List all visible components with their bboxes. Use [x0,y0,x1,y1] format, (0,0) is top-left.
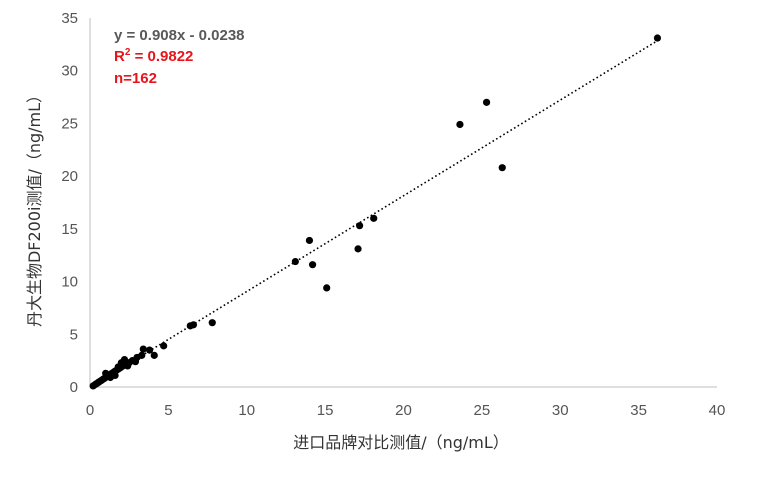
x-tick-label: 0 [86,402,94,419]
y-tick-label: 30 [61,63,78,80]
data-point [208,319,216,327]
data-point [323,284,331,292]
data-point [138,351,146,359]
data-point [498,164,506,172]
x-tick-label: 5 [164,402,172,419]
y-tick-label: 0 [70,379,78,396]
data-point [160,342,168,350]
data-point [139,345,147,353]
data-point [370,214,378,222]
data-point [120,355,129,364]
sample-count-label: n=162 [114,70,157,87]
data-point [150,351,158,359]
data-point [456,120,464,129]
data-point [354,245,362,253]
data-point [102,369,110,377]
r-squared-prefix: R [114,48,125,65]
r-squared-superscript: 2 [125,47,131,58]
data-point [131,358,140,366]
data-point [291,257,299,266]
data-point [482,98,491,106]
y-tick-label: 5 [70,326,78,343]
r-squared-label: R2 = 0.9822 [114,47,193,65]
y-tick-label: 35 [61,10,78,27]
y-tick-label: 25 [61,115,78,132]
trendline [94,39,660,386]
y-tick-label: 10 [61,274,78,291]
y-axis-title: 丹大生物DF200i测值/（ng/mL） [25,87,44,327]
data-point [124,362,132,370]
x-tick-label: 10 [238,402,255,419]
y-tick-label: 15 [61,221,78,238]
y-tick-label: 20 [61,168,78,185]
r-squared-value: = 0.9822 [130,48,193,65]
x-tick-label: 15 [317,402,334,419]
x-tick-label: 35 [630,402,647,419]
trendline-path [94,39,660,386]
x-tick-label: 25 [474,402,491,419]
data-point [189,321,198,329]
data-point [308,261,317,269]
data-point [111,371,119,380]
x-axis-title: 进口品牌对比测值/（ng/mL） [293,433,509,452]
data-point [356,222,364,230]
equation-label: y = 0.908x - 0.0238 [114,27,245,44]
x-tick-label: 20 [395,402,412,419]
data-point [305,236,314,245]
data-points [89,34,662,390]
data-point [145,346,154,354]
x-tick-label: 40 [709,402,726,419]
x-tick-label: 30 [552,402,569,419]
x-tick-labels: 0 5 10 15 20 25 30 35 40 [86,402,726,419]
data-point [653,34,662,42]
y-tick-labels: 0 5 10 15 20 25 30 35 [61,10,78,396]
